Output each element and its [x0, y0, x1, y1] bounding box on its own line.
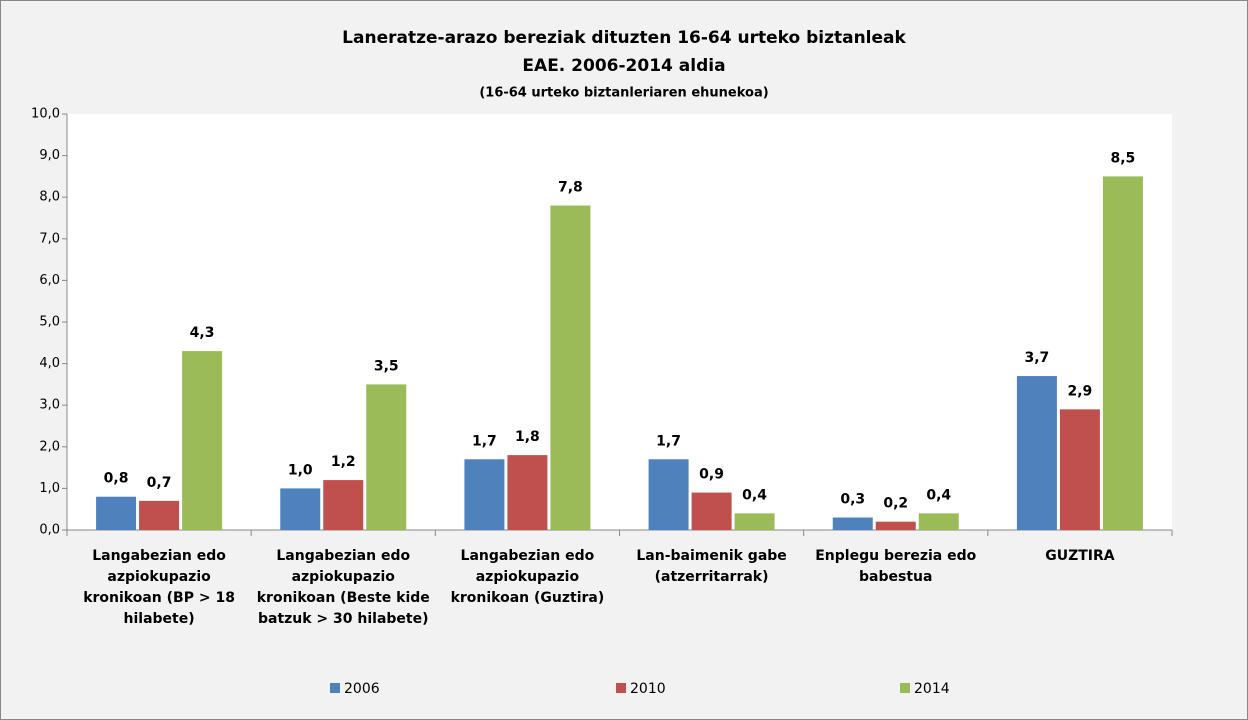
value-label: 0,3: [840, 492, 865, 508]
x-tick-label: Enplegu berezia edo babestua: [815, 548, 977, 585]
bar: [1016, 376, 1057, 530]
bar: [918, 513, 959, 530]
value-label: 0,4: [742, 487, 767, 503]
y-tick-label: 1,0: [39, 481, 60, 496]
y-tick-label: 7,0: [39, 231, 60, 246]
value-label: 0,2: [883, 496, 908, 512]
bar: [96, 496, 137, 530]
x-tick-label: Langabezian edo azpiokupazio kronikoan (…: [256, 548, 430, 627]
bar: [139, 500, 180, 530]
x-tick-label: Langabezian edo azpiokupazio kronikoan (…: [450, 548, 605, 606]
value-label: 3,7: [1025, 350, 1050, 366]
y-tick-label: 6,0: [39, 273, 60, 288]
value-label: 0,9: [699, 467, 724, 483]
x-tick-label: GUZTIRA: [1045, 548, 1115, 564]
legend-swatch: [900, 683, 910, 693]
y-tick-label: 3,0: [39, 398, 60, 413]
bar: [182, 351, 223, 530]
value-label: 1,7: [472, 433, 497, 449]
legend-swatch: [330, 683, 340, 693]
bar: [691, 492, 732, 530]
bar: [507, 455, 548, 530]
bar: [1059, 409, 1100, 530]
value-label: 2,9: [1068, 383, 1093, 399]
bar: [875, 521, 916, 530]
chart-note: (16-64 urteko biztanleriaren ehunekoa): [479, 86, 768, 101]
y-tick-label: 10,0: [31, 107, 60, 122]
value-label: 0,8: [104, 471, 129, 487]
y-tick-label: 2,0: [39, 439, 60, 454]
value-label: 3,5: [374, 358, 399, 374]
bar: [1102, 176, 1143, 530]
bar: [832, 517, 873, 530]
bar: [366, 384, 407, 530]
value-label: 8,5: [1111, 150, 1136, 166]
y-tick-label: 8,0: [39, 190, 60, 205]
value-label: 1,8: [515, 429, 540, 445]
bar: [323, 480, 364, 530]
value-label: 4,3: [190, 325, 215, 341]
value-label: 0,4: [926, 487, 951, 503]
chart-subtitle: EAE. 2006-2014 aldia: [522, 56, 725, 76]
bar: [648, 459, 689, 530]
bar: [464, 459, 505, 530]
x-tick-label: Langabezian edo azpiokupazio kronikoan (…: [83, 548, 235, 627]
value-label: 0,7: [147, 475, 172, 491]
legend-label: 2010: [630, 681, 666, 697]
plot-area: [67, 114, 1172, 530]
y-tick-label: 4,0: [39, 356, 60, 371]
chart-title: Laneratze-arazo bereziak dituzten 16-64 …: [342, 28, 906, 48]
y-tick-label: 5,0: [39, 315, 60, 330]
bar: [734, 513, 775, 530]
y-tick-label: 9,0: [39, 148, 60, 163]
bar: [550, 205, 591, 530]
value-label: 1,0: [288, 462, 313, 478]
value-label: 7,8: [558, 180, 583, 196]
legend-label: 2006: [344, 681, 380, 697]
y-tick-label: 0,0: [39, 523, 60, 538]
value-label: 1,2: [331, 454, 356, 470]
value-label: 1,7: [656, 433, 681, 449]
x-tick-label: Lan-baimenik gabe (atzerritarrak): [636, 548, 787, 585]
legend-label: 2014: [914, 681, 950, 697]
bar: [280, 488, 321, 530]
legend-swatch: [616, 683, 626, 693]
